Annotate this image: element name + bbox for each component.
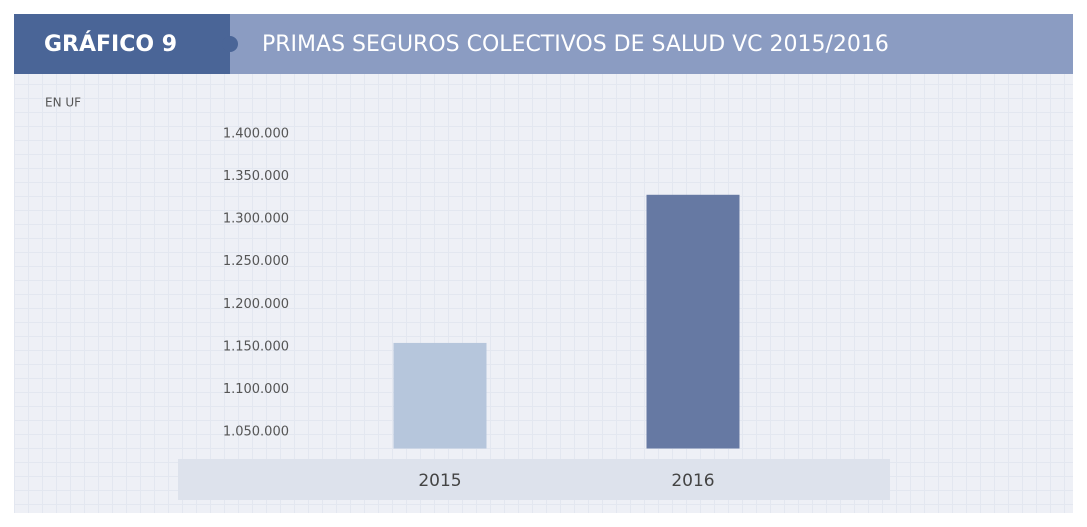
y-tick-label: 1.250.000: [223, 254, 289, 269]
header-label: GRÁFICO 9: [44, 31, 177, 57]
y-tick-label: 1.350.000: [223, 169, 289, 184]
x-tick-label: 2015: [418, 471, 461, 491]
y-tick-label: 1.300.000: [223, 212, 289, 227]
header-notch: [222, 36, 238, 52]
category-band: [178, 459, 890, 500]
chart-title: PRIMAS SEGUROS COLECTIVOS DE SALUD VC 20…: [262, 32, 889, 57]
y-tick-label: 1.150.000: [223, 339, 289, 354]
y-tick-label: 1.100.000: [223, 382, 289, 397]
y-tick-label: 1.200.000: [223, 297, 289, 312]
x-tick-label: 2016: [671, 471, 714, 491]
header-bar: [230, 14, 1073, 74]
unit-label: EN UF: [45, 96, 81, 110]
bar: [393, 342, 487, 449]
header-label-box: [14, 14, 230, 74]
y-tick-label: 1.050.000: [223, 424, 289, 439]
background: [14, 14, 1073, 513]
y-tick-label: 1.400.000: [223, 127, 289, 142]
bar: [646, 194, 740, 449]
